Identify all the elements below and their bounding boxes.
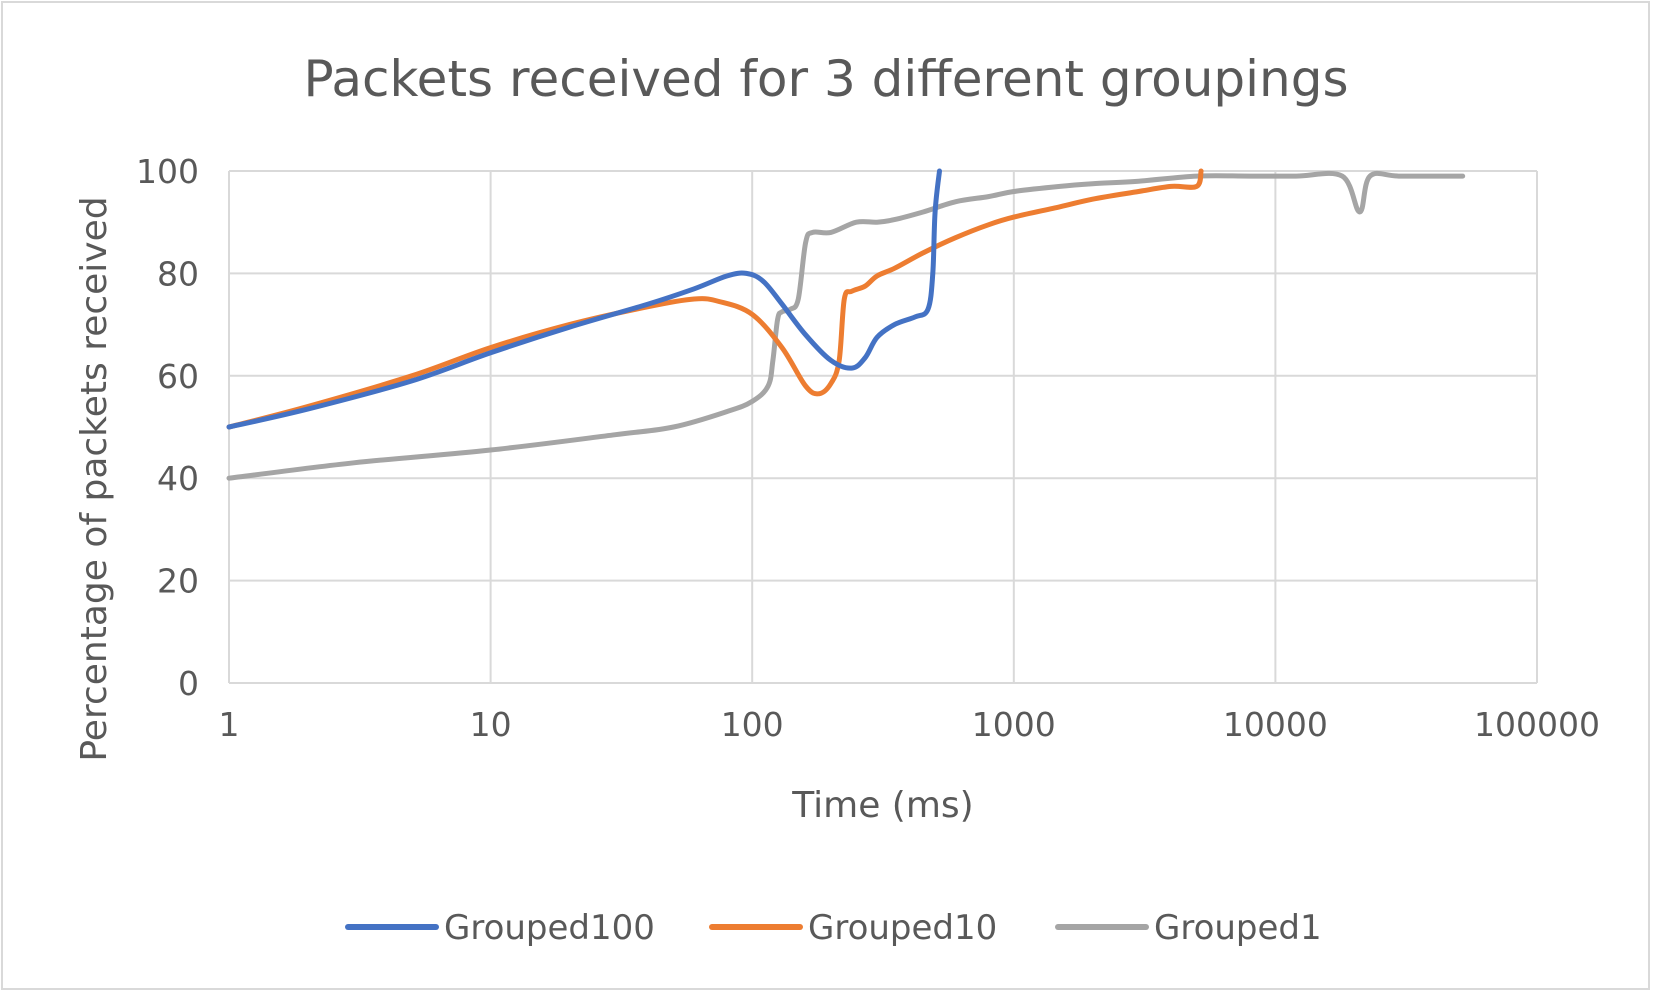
y-tick-label: 100 — [136, 152, 199, 191]
x-tick-label: 1000 — [972, 705, 1056, 744]
x-tick-label: 100 — [721, 705, 784, 744]
series-lines — [226, 168, 1466, 481]
legend-label-grouped100: Grouped100 — [444, 908, 655, 948]
y-tick-label: 40 — [157, 459, 199, 498]
y-tick-label: 20 — [157, 562, 199, 601]
y-tick-label: 0 — [178, 664, 199, 703]
y-tick-label: 60 — [157, 357, 199, 396]
grid — [228, 170, 1538, 684]
x-tick-label: 10 — [470, 705, 512, 744]
y-tick-labels: 0 20 40 60 80 100 — [136, 152, 199, 703]
legend-label-grouped1: Grouped1 — [1154, 908, 1322, 948]
legend: Grouped100 Grouped10 Grouped1 — [345, 908, 1322, 948]
series-line-grouped1 — [226, 170, 1466, 481]
series-line-grouped10 — [226, 168, 1204, 430]
x-tick-label: 1 — [219, 705, 240, 744]
y-axis-label: Percentage of packets received — [74, 196, 115, 761]
legend-label-grouped10: Grouped10 — [808, 908, 997, 948]
series-line-grouped100 — [226, 168, 942, 430]
x-tick-labels: 1 10 100 1000 10000 100000 — [219, 705, 1600, 744]
chart-title: Packets received for 3 different groupin… — [303, 50, 1348, 108]
x-axis-label: Time (ms) — [791, 785, 973, 826]
y-tick-label: 80 — [157, 254, 199, 293]
x-tick-label: 10000 — [1223, 705, 1328, 744]
x-tick-label: 100000 — [1474, 705, 1600, 744]
